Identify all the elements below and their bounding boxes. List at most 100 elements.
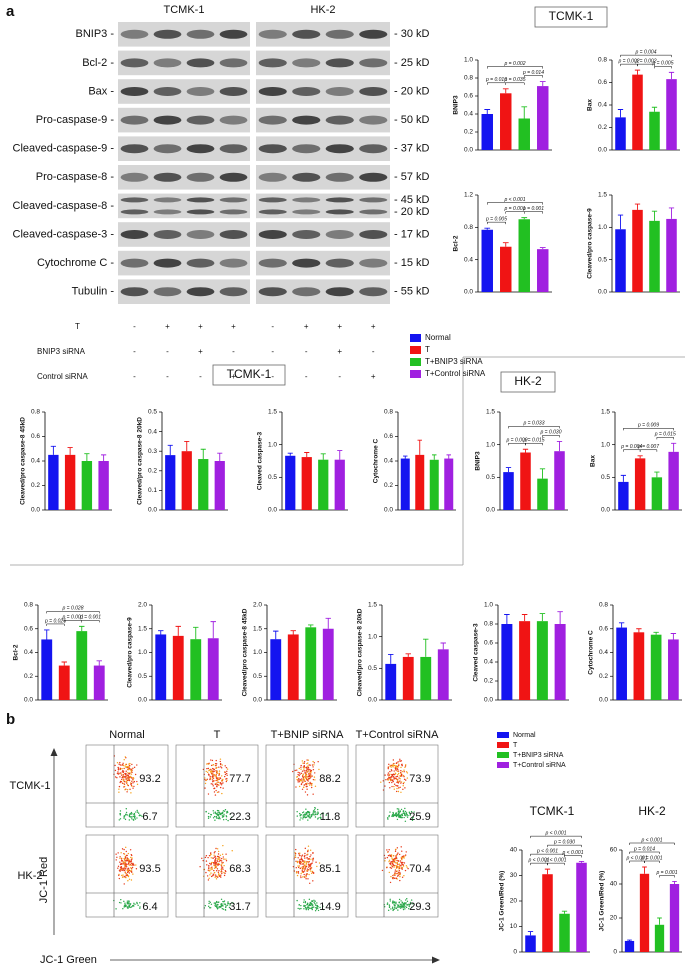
dot — [119, 764, 122, 766]
dot — [396, 814, 398, 816]
error-bar — [423, 638, 429, 657]
dot — [215, 767, 217, 769]
dot — [125, 860, 127, 862]
treatment-sign: + — [231, 372, 236, 381]
dot — [220, 857, 223, 860]
dot — [384, 857, 386, 859]
dot — [221, 907, 224, 910]
dot — [214, 775, 216, 777]
legend-swatch — [410, 346, 421, 354]
dot — [303, 901, 305, 903]
error-bar — [668, 207, 675, 219]
dot — [216, 908, 219, 910]
dot — [394, 857, 397, 860]
dot — [305, 816, 308, 818]
dot — [305, 771, 308, 773]
dot — [303, 815, 305, 818]
dot — [300, 817, 302, 819]
dot — [309, 849, 312, 851]
p-value: p < 0.001 — [536, 848, 558, 854]
dot — [393, 908, 395, 910]
dot — [305, 876, 307, 878]
dot — [399, 873, 401, 876]
blot-band — [292, 230, 321, 239]
dot — [120, 862, 122, 865]
dot — [388, 849, 390, 851]
dot — [217, 853, 220, 855]
y-tick-label: 0.6 — [599, 625, 608, 632]
dot — [221, 872, 223, 875]
dot — [122, 874, 124, 876]
bar — [632, 74, 643, 150]
dot — [307, 869, 309, 871]
dot — [133, 902, 135, 905]
dot — [117, 867, 119, 869]
dot — [297, 865, 299, 867]
dot — [124, 765, 126, 767]
dot — [404, 765, 407, 767]
dot — [122, 762, 124, 764]
dot — [220, 812, 222, 814]
dot — [225, 853, 227, 855]
dot — [400, 900, 402, 902]
y-tick-label: 0.8 — [384, 409, 393, 416]
blot-band — [219, 115, 248, 125]
error-bar — [67, 447, 73, 455]
dot — [304, 901, 307, 904]
dot — [118, 763, 120, 765]
dot — [308, 782, 310, 785]
dot — [305, 874, 307, 877]
p-value: p = 0.035 — [504, 77, 526, 83]
comparison-bracket — [564, 855, 582, 858]
dot — [406, 777, 409, 779]
dot — [124, 789, 126, 791]
dot — [303, 816, 305, 819]
dot — [307, 858, 309, 860]
dot — [123, 816, 125, 818]
dot — [395, 812, 397, 814]
dot — [128, 869, 131, 872]
dot — [299, 780, 302, 782]
error-bar — [304, 452, 310, 458]
dot — [406, 904, 409, 906]
cell-line-label: TCMK-1 — [164, 4, 205, 16]
dot — [119, 814, 122, 816]
y-tick-label: 1.5 — [486, 409, 495, 416]
dot — [128, 904, 130, 906]
quadrant-value: 93.5 — [139, 863, 160, 875]
dot — [406, 813, 408, 816]
dot — [394, 869, 397, 871]
dot — [132, 815, 135, 818]
dot — [411, 906, 413, 908]
dot — [214, 864, 216, 867]
dot — [396, 775, 399, 778]
y-tick-label: 1.0 — [486, 441, 495, 448]
size-label: - 25 kD — [394, 57, 430, 69]
dot — [396, 865, 398, 867]
legend-label: Normal — [513, 732, 536, 739]
dot — [306, 812, 308, 814]
bar — [41, 639, 53, 700]
y-tick-label: 0.0 — [384, 507, 393, 514]
dot — [390, 908, 392, 910]
error-bar — [653, 631, 659, 635]
dot — [129, 861, 131, 863]
quadrant-value: 14.9 — [319, 901, 340, 913]
dot — [302, 781, 304, 783]
row-title: HK-2 — [17, 870, 42, 882]
dot — [307, 766, 310, 769]
dot — [215, 774, 217, 776]
protein-label: BNIP3 - — [75, 28, 114, 40]
error-bar — [561, 910, 568, 914]
dot — [217, 811, 219, 814]
dot — [137, 904, 139, 906]
dot — [391, 815, 393, 817]
p-value: p = 0.004 — [635, 49, 657, 55]
dot — [128, 906, 131, 908]
dot — [212, 857, 214, 859]
dot — [396, 847, 399, 849]
comparison-bracket — [656, 437, 674, 440]
bar — [301, 457, 312, 510]
dot — [204, 782, 207, 785]
p-value: p = 0.005 — [652, 61, 674, 67]
